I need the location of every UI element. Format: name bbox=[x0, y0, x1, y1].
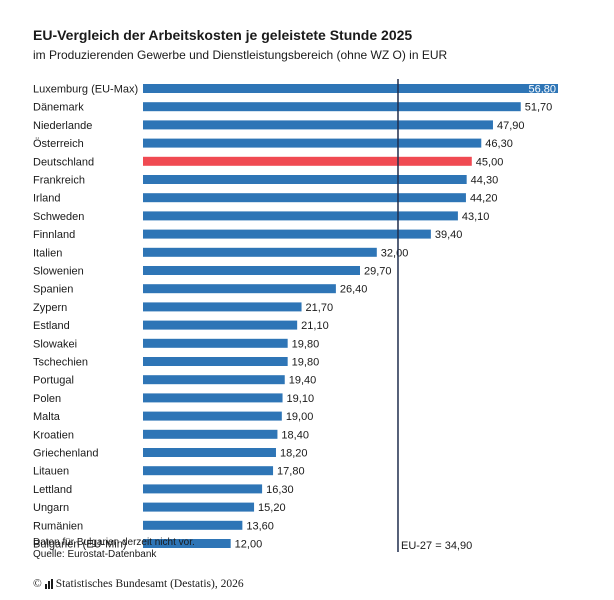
value-label: 15,20 bbox=[258, 502, 286, 514]
bar bbox=[143, 120, 493, 130]
footnote-note: Daten für Bulgarien derzeit nicht vor. bbox=[33, 537, 195, 548]
category-label: Finnland bbox=[33, 229, 75, 241]
bar bbox=[143, 375, 285, 385]
bar bbox=[143, 193, 466, 203]
value-label: 44,30 bbox=[471, 175, 499, 187]
value-label: 19,40 bbox=[289, 375, 317, 387]
bar bbox=[143, 175, 467, 184]
bar-chart: Luxemburg (EU-Max) 56,80 Dänemark 51,70 Nied… bbox=[33, 79, 558, 552]
destatis-logo-icon bbox=[44, 579, 53, 589]
bar bbox=[143, 156, 472, 166]
category-label: Portugal bbox=[33, 375, 74, 387]
bar bbox=[143, 102, 521, 112]
value-label: 16,30 bbox=[266, 484, 294, 496]
copyright-line: © Statistisches Bundesamt (Destatis), 20… bbox=[33, 578, 244, 590]
value-label: 29,70 bbox=[364, 266, 392, 278]
category-label: Litauen bbox=[33, 466, 69, 478]
value-label: 56,80 bbox=[528, 84, 556, 96]
category-label: Luxemburg (EU-Max) bbox=[33, 84, 138, 96]
eu27-reference-label: EU-27 = 34,90 bbox=[401, 540, 472, 552]
bar bbox=[143, 411, 282, 421]
bar bbox=[143, 484, 263, 494]
bar bbox=[143, 429, 278, 439]
category-label: Lettland bbox=[33, 484, 72, 496]
value-label: 19,80 bbox=[292, 357, 320, 369]
chart-title: EU-Vergleich der Arbeitskosten je geleis… bbox=[33, 27, 413, 43]
category-label: Österreich bbox=[33, 138, 84, 150]
category-label: Rumänien bbox=[33, 520, 83, 532]
bar bbox=[143, 211, 458, 221]
category-label: Polen bbox=[33, 393, 61, 405]
category-label: Frankreich bbox=[33, 175, 85, 187]
value-label: 46,30 bbox=[485, 138, 513, 150]
bar bbox=[143, 247, 377, 257]
bar bbox=[143, 320, 298, 330]
category-label: Estland bbox=[33, 320, 70, 332]
value-label: 44,20 bbox=[470, 193, 498, 205]
value-label: 19,10 bbox=[287, 393, 315, 405]
bar bbox=[143, 466, 274, 476]
category-label: Dänemark bbox=[33, 102, 84, 114]
category-label: Slowakei bbox=[33, 338, 77, 350]
bar bbox=[143, 357, 288, 366]
category-label: Slowenien bbox=[33, 266, 84, 278]
value-label: 12,00 bbox=[235, 539, 263, 551]
bar bbox=[143, 502, 255, 512]
bar bbox=[143, 284, 336, 294]
value-label: 45,00 bbox=[476, 156, 504, 168]
bar bbox=[143, 84, 558, 93]
bar bbox=[143, 448, 276, 457]
category-label: Griechenland bbox=[33, 448, 98, 460]
value-label: 18,20 bbox=[280, 448, 308, 460]
value-label: 21,10 bbox=[301, 320, 329, 332]
bar bbox=[143, 338, 288, 348]
category-label: Italien bbox=[33, 247, 62, 259]
category-label: Deutschland bbox=[33, 156, 94, 168]
value-label: 13,60 bbox=[246, 520, 274, 532]
category-label: Zypern bbox=[33, 302, 67, 314]
value-label: 32,00 bbox=[381, 247, 409, 259]
bar bbox=[143, 229, 431, 239]
category-label: Malta bbox=[33, 411, 61, 423]
bar bbox=[143, 302, 302, 312]
copyright-symbol: © bbox=[33, 578, 42, 590]
value-label: 51,70 bbox=[525, 102, 553, 114]
category-label: Irland bbox=[33, 193, 61, 205]
value-label: 43,10 bbox=[462, 211, 490, 223]
category-label: Kroatien bbox=[33, 429, 74, 441]
value-label: 47,90 bbox=[497, 120, 525, 132]
bar bbox=[143, 393, 283, 403]
value-label: 19,00 bbox=[286, 411, 314, 423]
category-label: Bulgarien (EU-Min) bbox=[33, 539, 127, 551]
bar bbox=[143, 520, 243, 530]
value-label: 18,40 bbox=[281, 429, 309, 441]
footnote-source: Quelle: Eurostat-Datenbank bbox=[33, 549, 157, 560]
bar bbox=[143, 138, 482, 148]
category-label: Niederlande bbox=[33, 120, 92, 132]
category-label: Ungarn bbox=[33, 502, 69, 514]
bar bbox=[143, 539, 231, 548]
bar bbox=[143, 266, 360, 275]
value-label: 19,80 bbox=[292, 338, 320, 350]
category-label: Tschechien bbox=[33, 357, 88, 369]
value-label: 21,70 bbox=[306, 302, 334, 314]
value-label: 17,80 bbox=[277, 466, 305, 478]
category-label: Spanien bbox=[33, 284, 73, 296]
copyright-text: Statistisches Bundesamt (Destatis), 2026 bbox=[55, 578, 244, 590]
value-label: 26,40 bbox=[340, 284, 368, 296]
chart-subtitle: im Produzierenden Gewerbe und Dienstleis… bbox=[33, 48, 448, 62]
category-label: Schweden bbox=[33, 211, 84, 223]
value-label: 39,40 bbox=[435, 229, 463, 241]
